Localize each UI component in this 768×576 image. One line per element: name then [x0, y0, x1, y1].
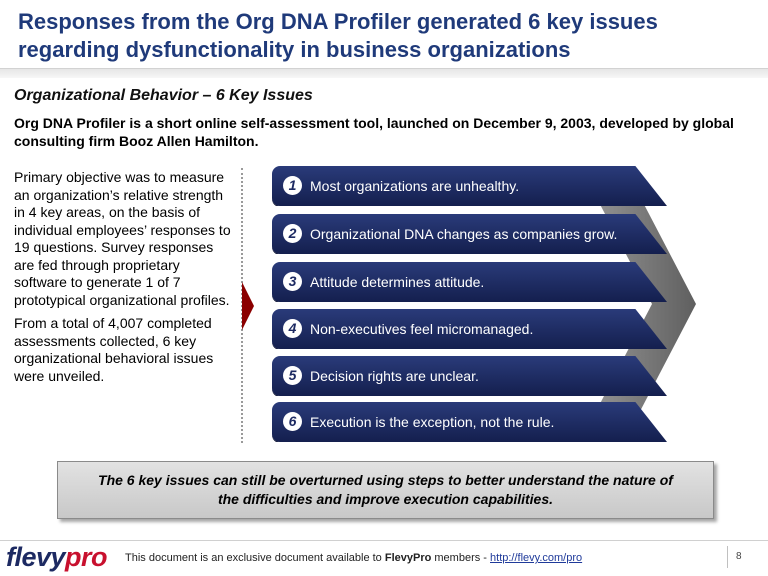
issue-banner-3: 3 Attitude determines attitude.	[272, 262, 667, 302]
issue-text: Organizational DNA changes as companies …	[310, 226, 618, 242]
left-column: Primary objective was to measure an orga…	[14, 169, 234, 391]
issue-number-badge: 3	[283, 272, 302, 291]
page-number: 8	[736, 551, 742, 562]
issue-text: Attitude determines attitude.	[310, 274, 485, 290]
footer-mid: members -	[431, 552, 491, 564]
intro-text: Org DNA Profiler is a short online self-…	[14, 115, 734, 149]
issue-number-badge: 5	[283, 366, 302, 385]
page-separator	[727, 546, 728, 568]
issue-banner-4: 4 Non-executives feel micromanaged.	[272, 309, 667, 349]
issue-number-badge: 6	[283, 412, 302, 431]
footer-text: This document is an exclusive document a…	[125, 552, 582, 564]
issue-banner-6: 6 Execution is the exception, not the ru…	[272, 402, 667, 442]
issue-text: Decision rights are unclear.	[310, 368, 479, 384]
issue-banner-5: 5 Decision rights are unclear.	[272, 356, 667, 396]
issue-text: Execution is the exception, not the rule…	[310, 414, 555, 430]
issue-banner-1: 1 Most organizations are unhealthy.	[272, 166, 667, 206]
footer-divider	[0, 540, 768, 541]
issue-number-badge: 2	[283, 224, 302, 243]
flevy-pro-link[interactable]: http://flevy.com/pro	[490, 552, 583, 564]
callout-box: The 6 key issues can still be overturned…	[57, 461, 714, 519]
objective-paragraph: Primary objective was to measure an orga…	[14, 169, 231, 308]
slide-title: Responses from the Org DNA Profiler gene…	[18, 9, 658, 62]
issue-text: Most organizations are unhealthy.	[310, 178, 520, 194]
footer-prefix: This document is an exclusive document a…	[125, 552, 385, 564]
red-arrow-icon	[242, 282, 254, 330]
issue-number-badge: 1	[283, 176, 302, 195]
logo-main: flevy	[6, 542, 66, 572]
section-subtitle: Organizational Behavior – 6 Key Issues	[14, 87, 313, 104]
footer-brand: FlevyPro	[384, 552, 432, 564]
issue-number-badge: 4	[283, 319, 302, 338]
title-divider	[0, 68, 768, 78]
flevypro-logo: flevypro	[6, 542, 108, 573]
issue-text: Non-executives feel micromanaged.	[310, 321, 534, 337]
issue-banner-2: 2 Organizational DNA changes as companie…	[272, 214, 667, 254]
results-paragraph: From a total of 4,007 completed assessme…	[14, 315, 214, 384]
logo-accent: pro	[65, 542, 108, 572]
